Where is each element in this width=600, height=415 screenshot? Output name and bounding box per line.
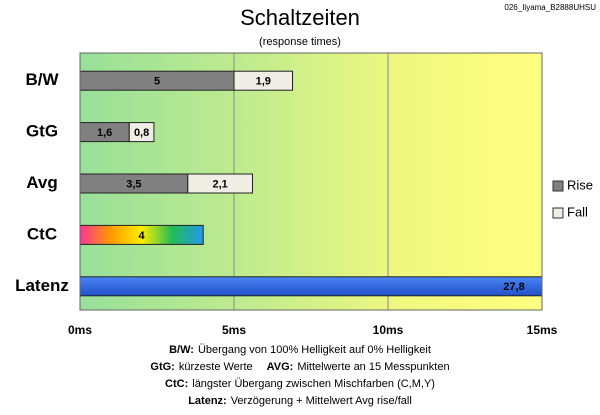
plot-border [79, 52, 543, 311]
note-term: Latenz: [188, 395, 227, 407]
x-tick-label: 0ms [68, 323, 92, 337]
note-term: GtG: [150, 361, 174, 373]
bar [80, 276, 542, 297]
value-label: 4 [139, 230, 146, 242]
note-line: CtC: längster Übergang zwischen Mischfarb… [165, 378, 435, 390]
bar-segment [187, 173, 253, 194]
chart-title: Schaltzeiten [240, 5, 360, 30]
y-tick-label: GtG [26, 122, 58, 141]
note-text: Verzögerung + Mittelwert Avg rise/fall [231, 395, 412, 407]
value-label: 27,8 [503, 281, 524, 293]
bar [80, 224, 204, 245]
chart-subtitle: (response times) [259, 36, 341, 48]
x-tick-label: 15ms [527, 323, 558, 337]
value-label: 5 [154, 76, 160, 88]
note-term: AVG: [267, 361, 294, 373]
note-text: kürzeste Werte [179, 361, 253, 373]
legend-label: Fall [567, 204, 588, 219]
x-tick-label: 5ms [222, 323, 246, 337]
y-tick-label: B/W [25, 70, 59, 89]
note-line: B/W: Übergang von 100% Helligkeit auf 0% … [169, 344, 431, 356]
plot: 5 1,9 1,6 0,8 3,5 2,1 4 27,8 [79, 53, 543, 310]
note-text: Mittelwerte an 15 Messpunkten [297, 361, 449, 373]
note-line: GtG: kürzeste Werte AVG: Mittelwerte an 15 … [150, 361, 449, 373]
value-label: 1,9 [256, 76, 271, 88]
y-tick-label: Avg [26, 173, 58, 192]
y-tick-label: Latenz [15, 276, 69, 295]
corner-note: 026_Iiyama_B2888UHSU [504, 3, 596, 12]
y-tick-label: CtC [27, 224, 57, 243]
note-text: Übergang von 100% Helligkeit auf 0% Hell… [198, 344, 431, 356]
note-line: Latenz: Verzögerung + Mittelwert Avg rise… [188, 395, 412, 407]
value-label: 0,8 [134, 127, 149, 139]
legend-label: Rise [567, 177, 593, 192]
bar-segment [233, 70, 294, 91]
x-tick-label: 10ms [373, 323, 404, 337]
value-label: 2,1 [212, 178, 227, 190]
value-label: 3,5 [126, 178, 141, 190]
bars: 5 1,9 1,6 0,8 3,5 2,1 4 27,8 [80, 70, 542, 297]
bar-segment [128, 122, 155, 143]
legend-swatch [552, 180, 564, 192]
note-term: CtC: [165, 378, 188, 390]
notes: B/W: Übergang von 100% Helligkeit auf 0% … [150, 344, 449, 407]
note-text: längster Übergang zwischen Mischfarben (… [192, 378, 435, 390]
value-label: 1,6 [97, 127, 112, 139]
legend-swatch [552, 207, 564, 219]
note-term: B/W: [169, 344, 194, 356]
